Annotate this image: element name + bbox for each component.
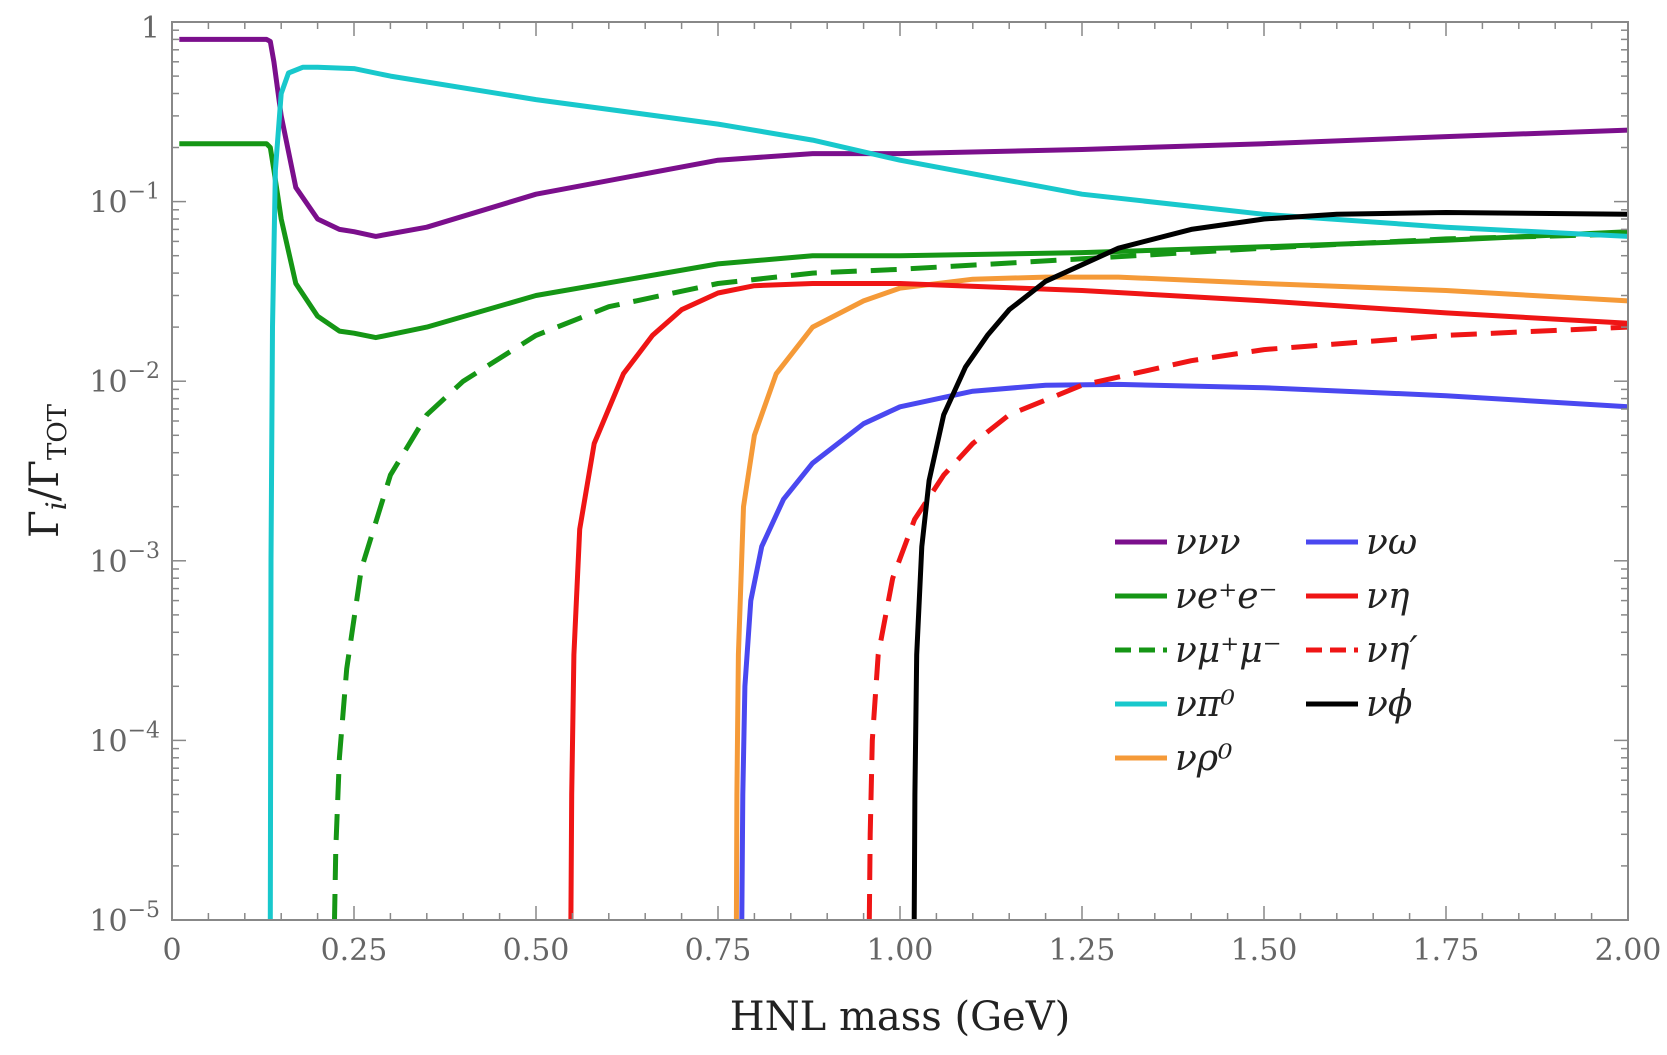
y-tick-label: 10−2 [89,359,160,400]
series-line-7 [866,324,1628,920]
series-line-5 [739,381,1628,920]
x-tick-label: 1.00 [867,933,934,968]
y-tick-label: 1 [141,11,160,46]
x-tick-label: 1.25 [1049,933,1116,968]
y-tick-label: 10−3 [89,539,160,580]
legend-label: νe⁺e⁻ [1175,576,1278,617]
series-line-8 [911,210,1628,920]
legend-label: ννν [1175,522,1241,563]
legend-label: νμ⁺μ⁻ [1175,630,1282,671]
tick-layer [171,21,1629,921]
series-line-3 [267,64,1628,920]
y-axis-label: Γi/ΓTOT [22,403,73,538]
x-tick-label: 0 [162,933,181,968]
legend-label: νω [1366,522,1417,563]
legend: ννν νe⁺e⁻ νμ⁺μ⁻ νπ⁰ νρ⁰ νω νη νη′ νϕ [1115,522,1418,779]
legend-label: νρ⁰ [1175,738,1232,779]
label-layer: 0 0.25 0.50 0.75 1.00 1.25 1.50 1.75 2.00 10−5 10−… [89,11,1661,968]
legend-label: νη [1366,576,1410,617]
legend-label: νη′ [1366,630,1418,671]
legend-label: νϕ [1366,684,1412,725]
x-axis-label: HNL mass (GeV) [730,994,1070,1040]
series-line-4 [733,274,1628,920]
series-line-2 [332,231,1628,920]
series-line-6 [568,281,1628,920]
y-tick-label: 10−4 [89,718,160,759]
x-tick-label: 1.75 [1413,933,1480,968]
y-tick-label: 10−5 [89,898,160,939]
x-tick-label: 0.25 [321,933,388,968]
x-tick-label: 2.00 [1595,933,1662,968]
series-line-0 [179,36,1628,239]
x-tick-label: 0.50 [503,933,570,968]
y-tick-label: 10−1 [89,180,160,221]
x-tick-label: 0.75 [685,933,752,968]
legend-label: νπ⁰ [1175,684,1235,725]
x-tick-label: 1.50 [1231,933,1298,968]
series-layer [179,36,1628,920]
